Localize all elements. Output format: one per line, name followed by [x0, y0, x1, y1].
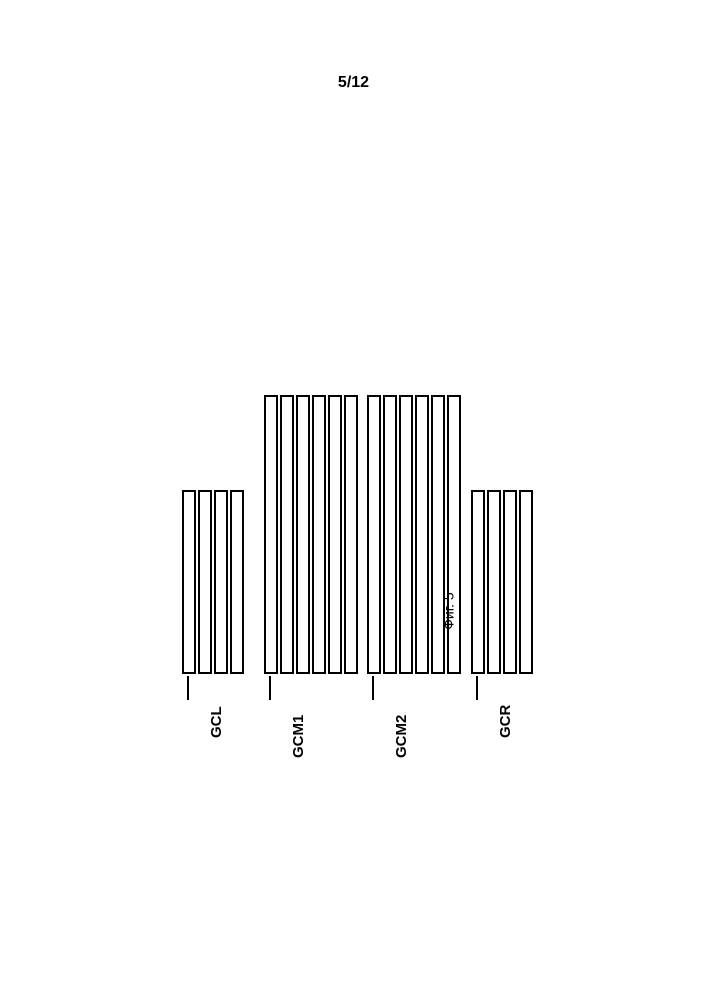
bar	[344, 395, 358, 674]
bar	[296, 395, 310, 674]
bar	[280, 395, 294, 674]
group-label: GCM2	[393, 715, 410, 758]
lead-line	[269, 676, 271, 700]
bar	[182, 490, 196, 674]
group-label: GCM1	[290, 715, 307, 758]
bar	[431, 395, 445, 674]
lead-line	[476, 676, 478, 700]
bar	[519, 490, 533, 674]
bar	[447, 395, 461, 674]
bar	[367, 395, 381, 674]
page: 5/12 GCL GCM1 GCM2 GCR Фиг. 5	[0, 0, 707, 1000]
group-label: GCR	[497, 705, 514, 738]
group-label: GCL	[208, 706, 225, 738]
bar	[471, 490, 485, 674]
bar	[264, 395, 278, 674]
bar	[312, 395, 326, 674]
bar	[383, 395, 397, 674]
bar	[487, 490, 501, 674]
figure-caption: Фиг. 5	[441, 592, 457, 629]
bar	[399, 395, 413, 674]
lead-line	[187, 676, 189, 700]
bar	[198, 490, 212, 674]
bar	[415, 395, 429, 674]
bar	[328, 395, 342, 674]
bar	[230, 490, 244, 674]
lead-line	[372, 676, 374, 700]
bar	[503, 490, 517, 674]
bar	[214, 490, 228, 674]
page-number: 5/12	[0, 74, 707, 92]
